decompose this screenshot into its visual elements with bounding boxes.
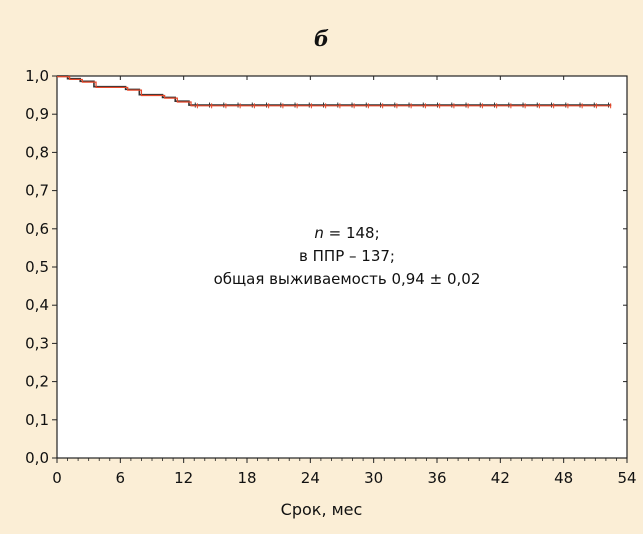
annotation-n-value: = 148; [324,224,380,242]
annotation-line-3: общая выживаемость 0,94 ± 0,02 [214,270,481,288]
y-tick-label: 0,3 [25,334,49,352]
chart-title: б [313,26,330,51]
annotation-n: n [314,224,324,242]
annotation: n = 148; в ППР – 137; общая выживаемость… [214,224,481,288]
y-tick-label: 1,0 [25,67,49,85]
annotation-line-1: n = 148; [314,224,379,242]
x-tick-label: 18 [237,469,256,487]
plot-area [56,75,628,459]
x-tick-label: 30 [364,469,383,487]
y-tick-label: 0,1 [25,411,49,429]
y-tick-label: 0,2 [25,373,49,391]
y-tick-label: 0,8 [25,143,49,161]
x-tick-label: 12 [174,469,193,487]
x-tick-label: 54 [617,469,636,487]
y-tick-label: 0,0 [25,449,49,467]
y-tick-label: 0,6 [25,220,49,238]
y-tick-label: 0,7 [25,182,49,200]
x-tick-label: 6 [116,469,126,487]
survival-curves [57,75,612,109]
y-tick-label: 0,5 [25,258,49,276]
x-tick-label: 0 [52,469,62,487]
y-tick-label: 0,4 [25,296,49,314]
x-tick-label: 36 [427,469,446,487]
annotation-line-2: в ППР – 137; [299,247,395,265]
x-axis-label: Срок, мес [280,500,363,519]
x-tick-label: 42 [491,469,510,487]
y-tick-label: 0,9 [25,105,49,123]
axis-ticks: 0 6 12 18 24 30 36 42 48 54 0,0 0,1 0,2 0,3 0,4 0,5 0,6 0… [25,67,636,487]
x-tick-label: 48 [554,469,573,487]
x-tick-label: 24 [301,469,320,487]
survival-line-2 [57,76,612,107]
